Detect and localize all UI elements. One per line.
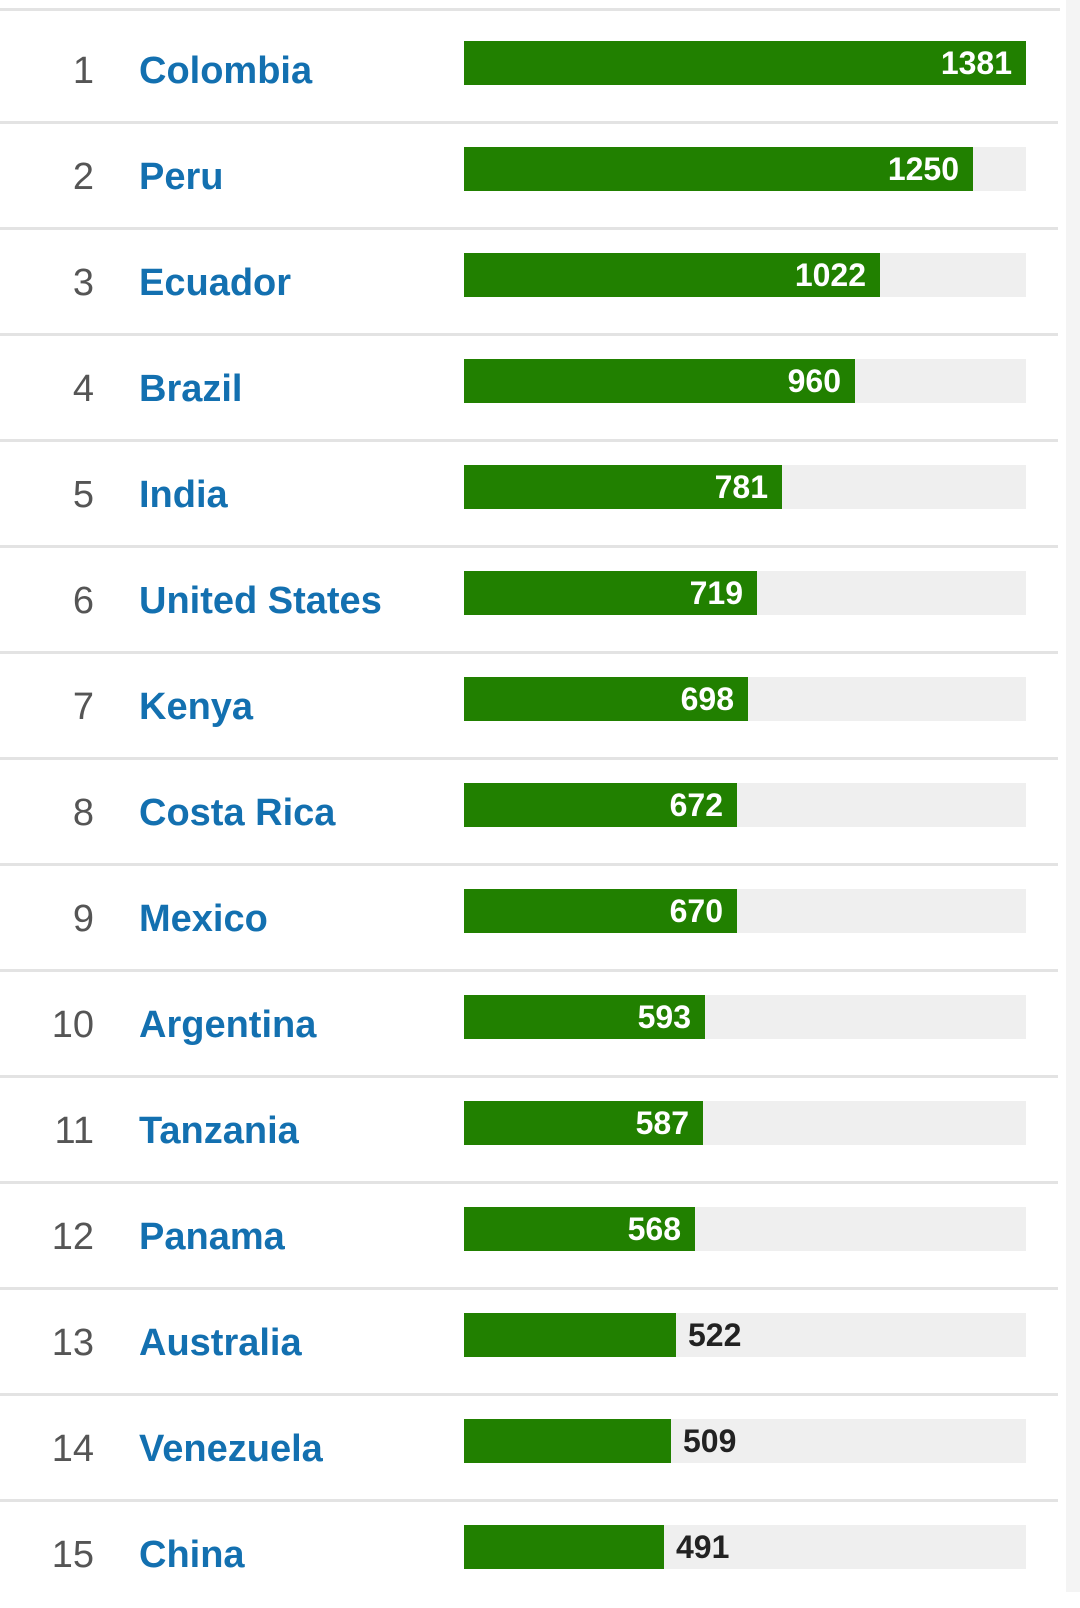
rank-number: 6	[72, 580, 94, 622]
bar-track: 587	[464, 1101, 1026, 1145]
country-link[interactable]: Mexico	[139, 898, 268, 940]
bar-value-label: 593	[637, 999, 691, 1035]
ranking-row: 4 Brazil 960	[0, 336, 1058, 442]
country-link[interactable]: Colombia	[139, 50, 313, 92]
bar-track: 522	[464, 1313, 1026, 1357]
country-link[interactable]: Costa Rica	[139, 792, 336, 834]
bar	[464, 1207, 695, 1251]
ranking-row: 1 Colombia 1381	[0, 18, 1058, 124]
bar-value-label: 587	[635, 1105, 689, 1141]
rank-number: 12	[51, 1216, 94, 1258]
rank-number: 2	[72, 156, 94, 198]
bar	[464, 571, 757, 615]
ranking-row: 3 Ecuador 1022	[0, 230, 1058, 336]
bar	[464, 465, 782, 509]
bar-track: 509	[464, 1419, 1026, 1463]
bar-value-label: 1381	[940, 45, 1012, 81]
bar-track: 670	[464, 889, 1026, 933]
rank-number: 9	[72, 898, 94, 940]
bar	[464, 253, 880, 297]
rank-number: 5	[72, 474, 94, 516]
bar-value-label: 509	[683, 1423, 737, 1459]
bar-track: 568	[464, 1207, 1026, 1251]
bar	[464, 1313, 676, 1357]
rank-number: 4	[72, 368, 94, 410]
country-link[interactable]: Venezuela	[139, 1428, 323, 1470]
ranking-row: 6 United States 719	[0, 548, 1058, 654]
bar	[464, 995, 705, 1039]
ranking-row: 9 Mexico 670	[0, 866, 1058, 972]
ranking-row: 2 Peru 1250	[0, 124, 1058, 230]
ranking-row: 13 Australia 522	[0, 1290, 1058, 1396]
rank-number: 1	[72, 50, 94, 92]
rank-number: 8	[72, 792, 94, 834]
ranking-row: 15 China 491	[0, 1502, 1058, 1608]
country-link[interactable]: Argentina	[139, 1004, 317, 1046]
bar-track: 698	[464, 677, 1026, 721]
scroll-edge	[1066, 0, 1080, 1592]
ranking-row: 10 Argentina 593	[0, 972, 1058, 1078]
country-link[interactable]: Tanzania	[139, 1110, 299, 1152]
bar-value-label: 672	[669, 787, 723, 823]
bar-value-label: 491	[676, 1529, 730, 1565]
ranking-row: 7 Kenya 698	[0, 654, 1058, 760]
country-link[interactable]: Brazil	[139, 368, 243, 410]
country-link[interactable]: Kenya	[139, 686, 254, 728]
top-divider	[0, 8, 1060, 11]
bar	[464, 1101, 703, 1145]
bar-value-label: 960	[787, 363, 841, 399]
bar-track: 960	[464, 359, 1026, 403]
ranking-list: 1 Colombia 1381 2 Peru 1250 3 Ecuador 1022 4 Brazi…	[0, 18, 1066, 1608]
bar-track: 781	[464, 465, 1026, 509]
bar	[464, 41, 1026, 85]
ranking-row: 5 India 781	[0, 442, 1058, 548]
bar-value-label: 781	[714, 469, 768, 505]
bar	[464, 783, 737, 827]
bar-value-label: 670	[669, 893, 723, 929]
bar	[464, 359, 855, 403]
rank-number: 13	[51, 1322, 94, 1364]
ranking-row: 12 Panama 568	[0, 1184, 1058, 1290]
bar-track: 491	[464, 1525, 1026, 1569]
bar-value-label: 719	[689, 575, 743, 611]
bar-track: 1250	[464, 147, 1026, 191]
ranking-row: 8 Costa Rica 672	[0, 760, 1058, 866]
bar-value-label: 568	[627, 1211, 681, 1247]
bar	[464, 147, 973, 191]
country-link[interactable]: Ecuador	[139, 262, 292, 304]
country-link[interactable]: China	[139, 1534, 245, 1576]
bar	[464, 889, 737, 933]
country-link[interactable]: Australia	[139, 1322, 302, 1364]
ranking-row: 14 Venezuela 509	[0, 1396, 1058, 1502]
bar	[464, 1419, 671, 1463]
country-link[interactable]: Peru	[139, 156, 224, 198]
country-link[interactable]: United States	[139, 580, 382, 622]
ranking-row: 11 Tanzania 587	[0, 1078, 1058, 1184]
rank-number: 14	[51, 1428, 94, 1470]
country-link[interactable]: India	[139, 474, 228, 516]
bar-value-label: 1250	[887, 151, 959, 187]
country-link[interactable]: Panama	[139, 1216, 285, 1258]
bar-track: 719	[464, 571, 1026, 615]
bar-value-label: 698	[680, 681, 734, 717]
rank-number: 3	[72, 262, 94, 304]
bar	[464, 1525, 664, 1569]
bar-track: 593	[464, 995, 1026, 1039]
rank-number: 7	[72, 686, 94, 728]
rank-number: 15	[51, 1534, 94, 1576]
bar-track: 1381	[464, 41, 1026, 85]
bar-value-label: 522	[688, 1317, 742, 1353]
bar-value-label: 1022	[794, 257, 866, 293]
rank-number: 11	[54, 1110, 94, 1152]
bar-track: 1022	[464, 253, 1026, 297]
rank-number: 10	[51, 1004, 94, 1046]
bar	[464, 677, 748, 721]
bar-track: 672	[464, 783, 1026, 827]
